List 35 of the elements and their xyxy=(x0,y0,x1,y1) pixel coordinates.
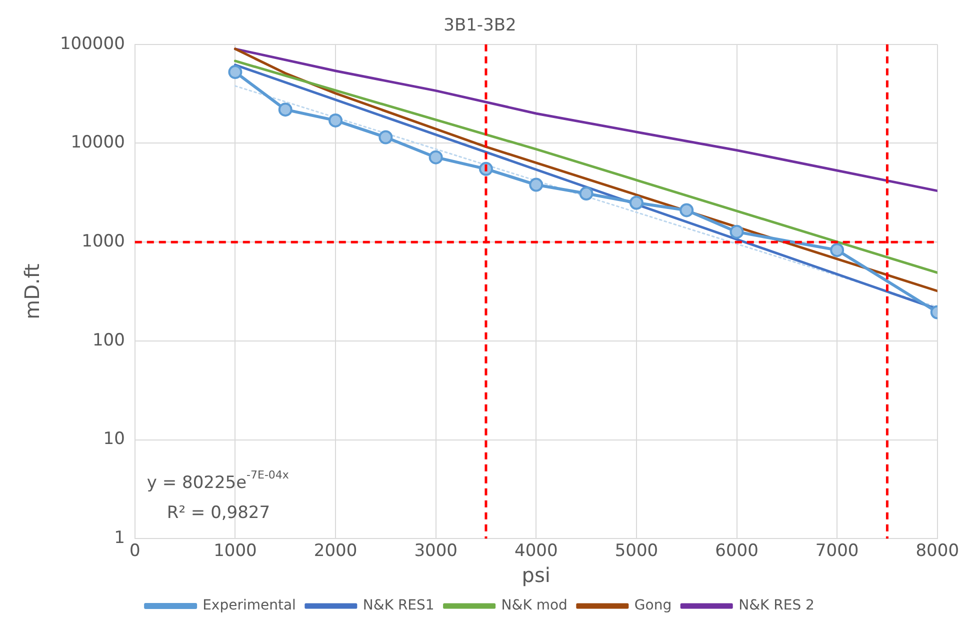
x-tick-label: 8000 xyxy=(916,541,959,562)
legend-label: N&K mod xyxy=(501,598,568,614)
y-tick-label: 10 xyxy=(103,429,125,450)
point xyxy=(730,224,744,239)
x-tick-label: 4000 xyxy=(514,541,558,562)
point xyxy=(428,150,443,164)
y-tick-label: 100000 xyxy=(60,34,125,54)
y-axis-title: mD.ft xyxy=(20,263,44,320)
point xyxy=(529,178,544,192)
point xyxy=(579,186,594,201)
annotation: R² = 0,9827 xyxy=(166,503,270,524)
x-tick-label: 0 xyxy=(129,541,140,562)
legend-label: N&K RES 2 xyxy=(738,598,814,614)
x-tick-label: 1000 xyxy=(214,541,257,562)
legend-label: Gong xyxy=(634,598,672,614)
x-tick-label: 7000 xyxy=(815,541,859,562)
y-tick-label: 1000 xyxy=(82,232,125,252)
y-tick-label: 1 xyxy=(114,528,125,548)
chart-title: 3B1-3B2 xyxy=(444,16,516,36)
point xyxy=(378,130,393,144)
point xyxy=(328,113,343,128)
point xyxy=(830,243,844,258)
x-axis-title: psi xyxy=(522,563,550,588)
y-tick-label: 10000 xyxy=(70,132,125,153)
y-tick-label: 100 xyxy=(92,330,125,350)
point xyxy=(278,102,292,117)
legend-label: Experimental xyxy=(202,598,296,614)
x-tick-label: 6000 xyxy=(715,541,758,562)
point xyxy=(629,196,644,210)
legend-label: N&K RES1 xyxy=(362,598,434,614)
point xyxy=(228,65,242,80)
point xyxy=(680,203,694,218)
x-tick-label: 2000 xyxy=(314,541,358,562)
x-tick-label: 5000 xyxy=(614,541,658,562)
x-tick-label: 3000 xyxy=(414,541,458,562)
